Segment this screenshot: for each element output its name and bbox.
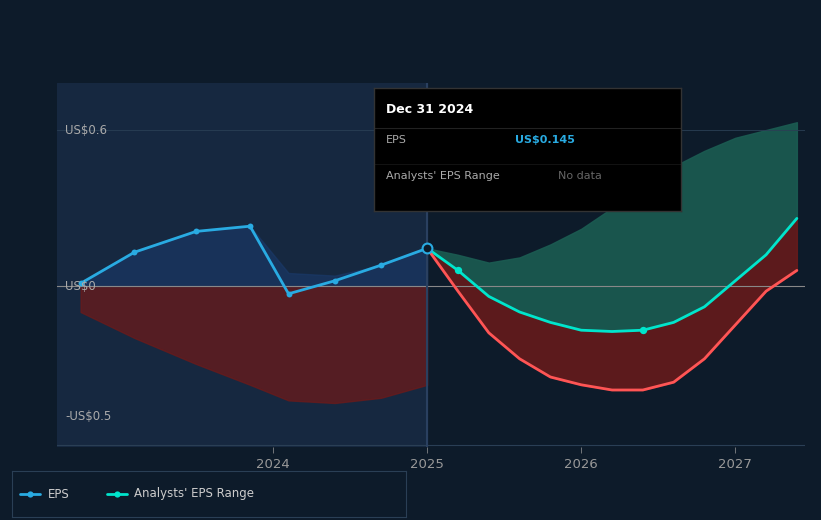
- Text: -US$0.5: -US$0.5: [65, 410, 112, 422]
- Point: [282, 290, 295, 298]
- Point: [128, 248, 141, 256]
- Point: [190, 227, 203, 236]
- Point: [244, 222, 257, 230]
- Text: Analysts' EPS Range: Analysts' EPS Range: [135, 488, 255, 500]
- Point: [328, 277, 342, 285]
- Text: Analysts' EPS Range: Analysts' EPS Range: [386, 172, 500, 181]
- Point: [364, 277, 377, 285]
- Text: EPS: EPS: [386, 135, 406, 145]
- Point: [420, 244, 433, 253]
- Point: [636, 326, 649, 334]
- Text: Dec 31 2024: Dec 31 2024: [386, 103, 473, 116]
- Point: [74, 279, 87, 288]
- Text: US$0.6: US$0.6: [65, 123, 108, 136]
- Text: EPS: EPS: [48, 488, 70, 500]
- Text: Actual: Actual: [383, 95, 420, 108]
- Point: [374, 261, 388, 269]
- Text: No data: No data: [558, 172, 602, 181]
- Point: [452, 266, 465, 275]
- Bar: [57, 83, 427, 447]
- Text: Analysts Forecasts: Analysts Forecasts: [443, 95, 553, 108]
- Text: US$0: US$0: [65, 280, 96, 292]
- Text: US$0.145: US$0.145: [516, 135, 575, 145]
- Point: [420, 244, 433, 253]
